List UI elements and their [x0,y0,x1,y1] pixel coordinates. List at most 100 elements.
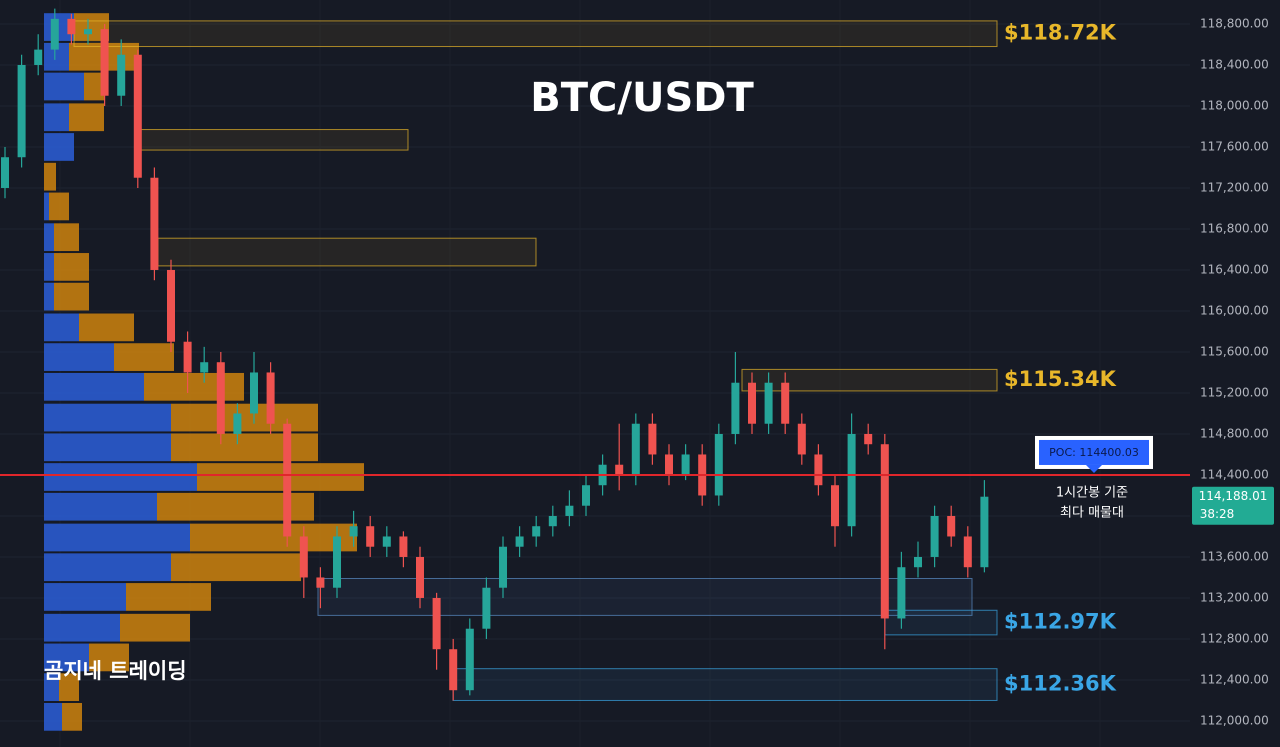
candle-body [133,54,142,178]
candle-body [17,64,26,158]
candle-body [216,362,225,434]
profile-buy [44,643,89,672]
profile-sell [59,673,79,702]
candle-body [432,597,441,650]
profile-buy [44,523,190,552]
y-tick-label: 118,400.00 [1200,57,1269,71]
profile-sell [171,553,301,582]
candle-body [1,157,9,188]
candle-body [349,526,358,537]
y-tick-label: 112,400.00 [1200,672,1269,686]
profile-sell [126,583,211,611]
profile-sell [114,343,174,371]
candle-body [84,29,92,35]
candle-body [167,269,175,342]
profile-sell [171,403,318,432]
profile-buy [44,253,54,281]
candle-body [897,567,906,619]
profile-buy [44,72,84,101]
y-tick-label: 113,200.00 [1200,590,1269,604]
y-tick-label: 112,800.00 [1200,631,1269,645]
candle-body [648,423,657,455]
profile-sell [89,643,129,672]
candle-body [980,496,989,568]
candle-body [183,341,192,373]
candle-body [316,577,325,588]
candle-body [880,444,889,619]
profile-buy [44,703,62,731]
profile-buy [44,372,144,401]
candle-body [831,485,839,527]
note: 1시간봉 기준 [1056,485,1128,500]
y-tick-label: 113,600.00 [1200,549,1269,563]
candle-body [399,536,408,557]
zone [452,668,998,701]
candle-body [266,372,275,424]
candle-body [515,536,524,547]
y-tick-label: 114,800.00 [1200,426,1269,440]
candle-body [565,505,574,516]
candle-body [764,382,773,424]
candle-body [847,433,856,527]
profile-sell [171,433,318,462]
poc-label: POC: 114400.03 [1049,446,1139,459]
y-tick-label: 115,200.00 [1200,385,1269,399]
candle-body [714,433,723,496]
candles [1,8,989,701]
candle-body [864,433,873,445]
profile-buy [44,103,69,132]
poc-pointer [1086,464,1102,473]
candle-body [681,454,690,475]
profile-buy [44,492,157,521]
candle-body [233,413,242,434]
profile-sell [44,162,56,191]
zone-label: $118.72K [1004,21,1117,45]
chart-title: BTC/USDT [530,75,754,121]
candle-body [797,423,806,455]
profile-buy [44,282,54,311]
candle-body [482,587,491,629]
profile-buy [44,553,171,582]
candle-body [814,454,823,486]
zone [157,237,537,267]
y-tick-label: 115,600.00 [1200,344,1269,358]
profile-sell [84,72,104,101]
candle-body [67,18,76,35]
candle-body [631,423,640,475]
candle-body [548,515,557,527]
profile-sell [79,313,134,342]
profile-buy [44,133,74,161]
profile-buy [44,583,126,611]
candle-body [963,536,972,568]
profile-buy [44,433,171,462]
zone [139,129,409,151]
candle-body [366,526,375,547]
candle-body [781,382,790,424]
zone [73,20,998,48]
candle-body [416,556,424,598]
candle-body [748,382,756,424]
profile-sell [49,192,69,221]
candle-body [731,382,740,434]
candle-body [914,556,922,568]
y-tick-label: 116,000.00 [1200,303,1269,317]
profile-buy [44,463,197,491]
profile-buy [44,313,79,342]
candle-body [34,49,43,65]
y-tick-label: 117,200.00 [1200,180,1269,194]
candle-body [200,362,209,373]
watermark: 곰지네 트레이딩 [44,659,187,683]
profile-sell [69,103,104,132]
candle-body [50,18,59,50]
zone [317,577,973,616]
candle-body [449,649,458,691]
profile-sell [62,703,82,731]
candle-body [615,464,624,475]
profile-buy [44,403,171,432]
price-tag-timer: 38:28 [1200,507,1235,521]
candle-body [930,515,939,557]
zone-label: $115.34K [1004,367,1117,391]
candle-body [582,485,590,506]
y-tick-label: 118,800.00 [1200,16,1269,30]
